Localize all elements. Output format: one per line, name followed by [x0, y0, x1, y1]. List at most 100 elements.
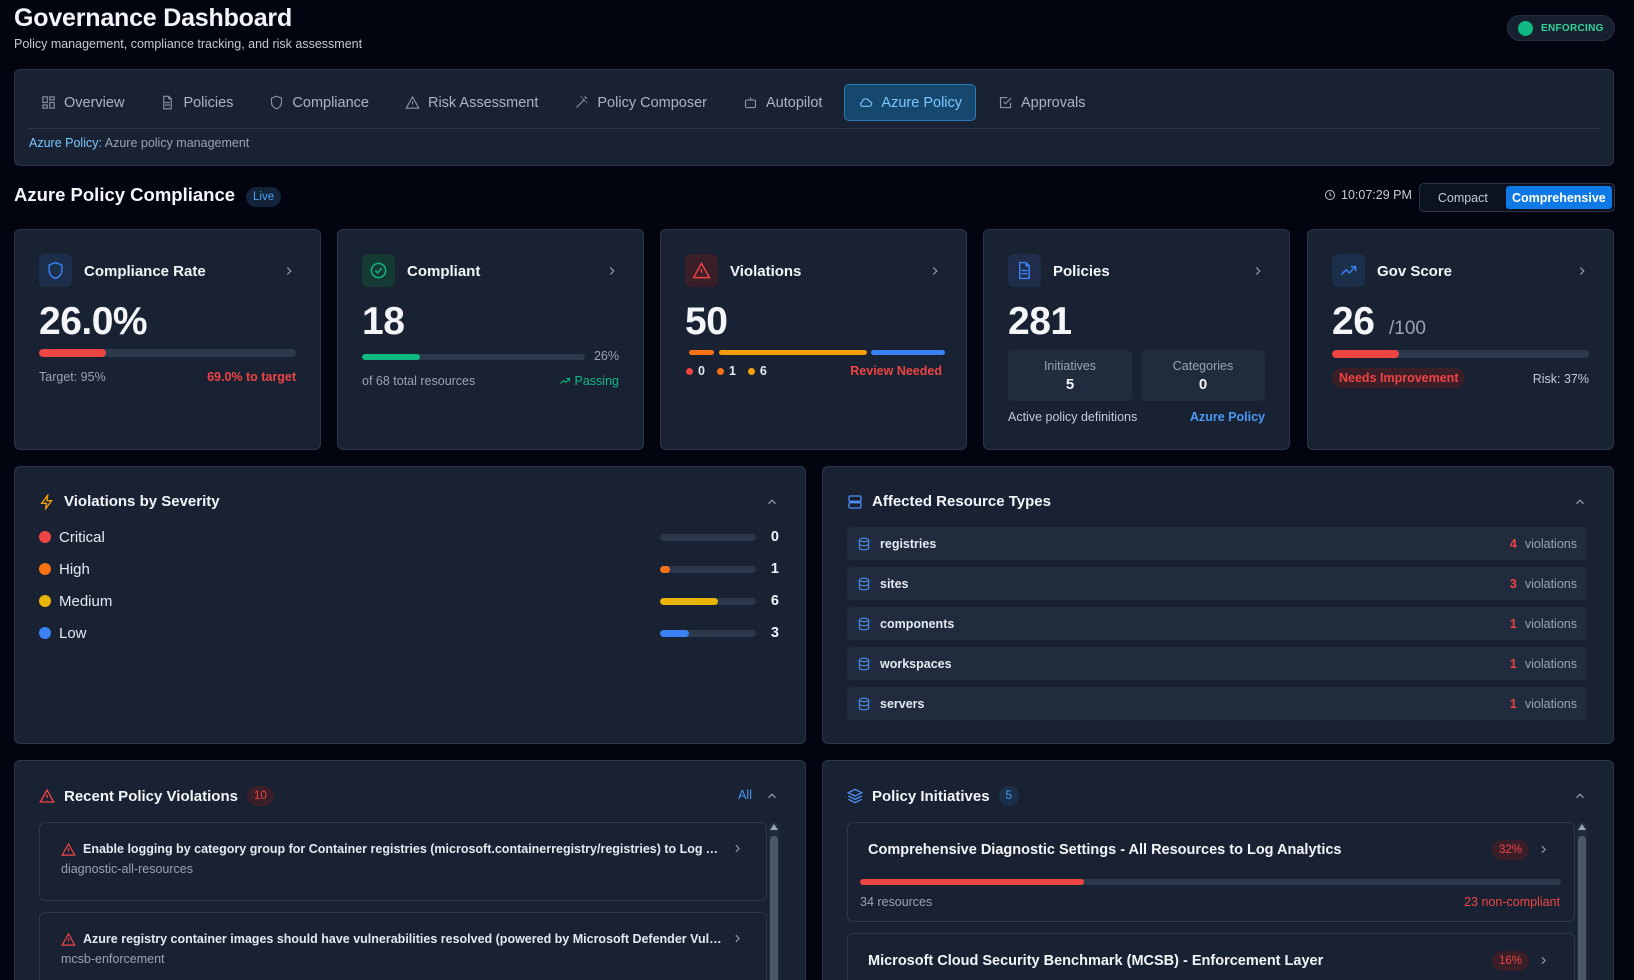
- initiative-noncompliant: 23 non-compliant: [1464, 895, 1560, 909]
- chevron-right-icon[interactable]: [605, 264, 619, 278]
- review-needed-label: Review Needed: [850, 364, 942, 378]
- shield-icon: [48, 261, 63, 280]
- initiative-name: Microsoft Cloud Security Benchmark (MCSB…: [868, 953, 1324, 969]
- compact-mode-button[interactable]: Compact: [1437, 190, 1488, 205]
- tab-policies[interactable]: Policies: [146, 84, 247, 121]
- gov-score-progress-bar: [1332, 350, 1589, 358]
- card-title: Violations: [730, 263, 802, 280]
- chevron-right-icon[interactable]: [1251, 264, 1265, 278]
- resource-row[interactable]: servers 1 violations: [847, 687, 1587, 720]
- gov-score-card[interactable]: Gov Score 26 /100 Needs Improvement Risk…: [1307, 229, 1614, 450]
- azure-policy-link[interactable]: Azure Policy: [1189, 410, 1265, 424]
- panel-header: Affected Resource Types: [847, 493, 1051, 510]
- high-dot-icon: [716, 367, 724, 375]
- compliance-rate-card[interactable]: Compliance Rate 26.0% Target: 95% 69.0% …: [14, 229, 321, 450]
- robot-icon: [744, 97, 757, 109]
- resource-row[interactable]: workspaces 1 violations: [847, 647, 1587, 680]
- tab-label: Overview: [64, 94, 125, 111]
- resource-row[interactable]: sites 3 violations: [847, 567, 1587, 600]
- violations-suffix: violations: [1524, 536, 1577, 551]
- severity-count: 6: [770, 593, 779, 609]
- initiative-item[interactable]: Comprehensive Diagnostic Settings - All …: [847, 822, 1575, 922]
- initiative-progress-bar: [860, 879, 1561, 885]
- comprehensive-mode-button[interactable]: Comprehensive: [1505, 186, 1612, 209]
- warning-icon-box: [685, 254, 718, 287]
- violations-value: 50: [685, 300, 728, 343]
- tab-label: Policies: [183, 94, 234, 111]
- panel-title: Recent Policy Violations: [64, 787, 238, 805]
- panel-header: Violations by Severity: [39, 493, 220, 510]
- wand-icon: [576, 96, 588, 108]
- tab-azure-policy[interactable]: Azure Policy: [844, 84, 977, 121]
- compliant-value: 18: [362, 300, 405, 343]
- scrollbar-thumb[interactable]: [1578, 836, 1586, 980]
- tab-risk-assessment[interactable]: Risk Assessment: [391, 84, 552, 121]
- card-title: Compliant: [407, 263, 481, 280]
- violation-item[interactable]: Enable logging by category group for Con…: [39, 822, 767, 901]
- violations-card[interactable]: Violations 50 0 1 6 Review Needed: [660, 229, 967, 450]
- violations-scrollbar[interactable]: [769, 822, 779, 980]
- status-dot-icon: [1518, 20, 1533, 36]
- violations-suffix: violations: [1524, 576, 1577, 591]
- violations-suffix: violations: [1524, 656, 1577, 671]
- resource-row[interactable]: components 1 violations: [847, 607, 1587, 640]
- tab-overview[interactable]: Overview: [27, 84, 138, 121]
- enforcing-status-badge: ENFORCING: [1507, 15, 1615, 41]
- categories-label: Categories: [1172, 359, 1234, 373]
- compliant-card[interactable]: Compliant 18 26% of 68 total resources P…: [337, 229, 644, 450]
- violation-item[interactable]: Azure registry container images should h…: [39, 912, 767, 980]
- chevron-up-icon[interactable]: [1573, 789, 1587, 803]
- tab-autopilot[interactable]: Autopilot: [729, 84, 836, 121]
- panel-title: Policy Initiatives: [872, 787, 990, 805]
- initiatives-scrollbar[interactable]: [1577, 822, 1587, 980]
- severity-panel: Violations by Severity Critical 0 High 1…: [14, 466, 806, 744]
- scrollbar-thumb[interactable]: [770, 836, 778, 980]
- cloud-icon: [860, 98, 873, 107]
- violation-title: Azure registry container images should h…: [83, 932, 723, 946]
- gov-score-progress-fill: [1332, 350, 1399, 358]
- scroll-up-icon[interactable]: [770, 824, 778, 830]
- warning-icon: [61, 842, 76, 856]
- chevron-right-icon: [1541, 956, 1546, 965]
- filter-all-link[interactable]: All: [738, 788, 752, 802]
- chevron-up-icon[interactable]: [1573, 495, 1587, 509]
- database-icon: [858, 697, 870, 710]
- medium-dot-icon: [39, 595, 51, 607]
- severity-row-low: Low 3: [39, 623, 779, 643]
- chevron-right-icon[interactable]: [1575, 264, 1589, 278]
- database-icon: [858, 657, 870, 670]
- compliant-progress-bar: [362, 354, 585, 360]
- initiatives-stat: Initiatives 5: [1008, 350, 1132, 401]
- shield-icon-box: [39, 254, 72, 287]
- gov-score-suffix: /100: [1389, 318, 1426, 339]
- total-resources-label: of 68 total resources: [362, 374, 476, 388]
- tab-policy-composer[interactable]: Policy Composer: [560, 84, 721, 121]
- check-square-icon: [999, 96, 1012, 109]
- database-icon: [858, 577, 870, 590]
- initiative-percent-badge: 16%: [1491, 951, 1529, 971]
- scroll-up-icon[interactable]: [1578, 824, 1586, 830]
- resource-row[interactable]: registries 4 violations: [847, 527, 1587, 560]
- compliance-progress-bar: [39, 349, 296, 357]
- chevron-up-icon[interactable]: [765, 495, 779, 509]
- violation-count: 1: [1509, 616, 1517, 631]
- breadcrumb-desc: Azure policy management: [104, 136, 250, 150]
- tab-bar: Overview Policies Compliance Risk Assess…: [27, 84, 1100, 121]
- needs-improvement-badge: Needs Improvement: [1332, 368, 1466, 388]
- tab-compliance[interactable]: Compliance: [255, 84, 383, 121]
- tab-approvals[interactable]: Approvals: [984, 84, 1099, 121]
- high-count: 1: [728, 364, 736, 378]
- resource-name: workspaces: [880, 656, 952, 671]
- chevron-right-icon[interactable]: [282, 264, 296, 278]
- violation-count: 1: [1509, 696, 1517, 711]
- lightning-icon: [40, 493, 53, 510]
- server-icon: [848, 494, 862, 509]
- medium-dot-icon: [747, 367, 755, 375]
- tab-label: Azure Policy: [881, 94, 963, 111]
- initiative-item[interactable]: Microsoft Cloud Security Benchmark (MCSB…: [847, 933, 1575, 980]
- policies-card[interactable]: Policies 281 Initiatives 5 Categories 0 …: [983, 229, 1290, 450]
- chevron-right-icon[interactable]: [928, 264, 942, 278]
- severity-label: Critical: [59, 528, 105, 546]
- chevron-up-icon[interactable]: [765, 789, 779, 803]
- critical-dot-icon: [686, 367, 693, 375]
